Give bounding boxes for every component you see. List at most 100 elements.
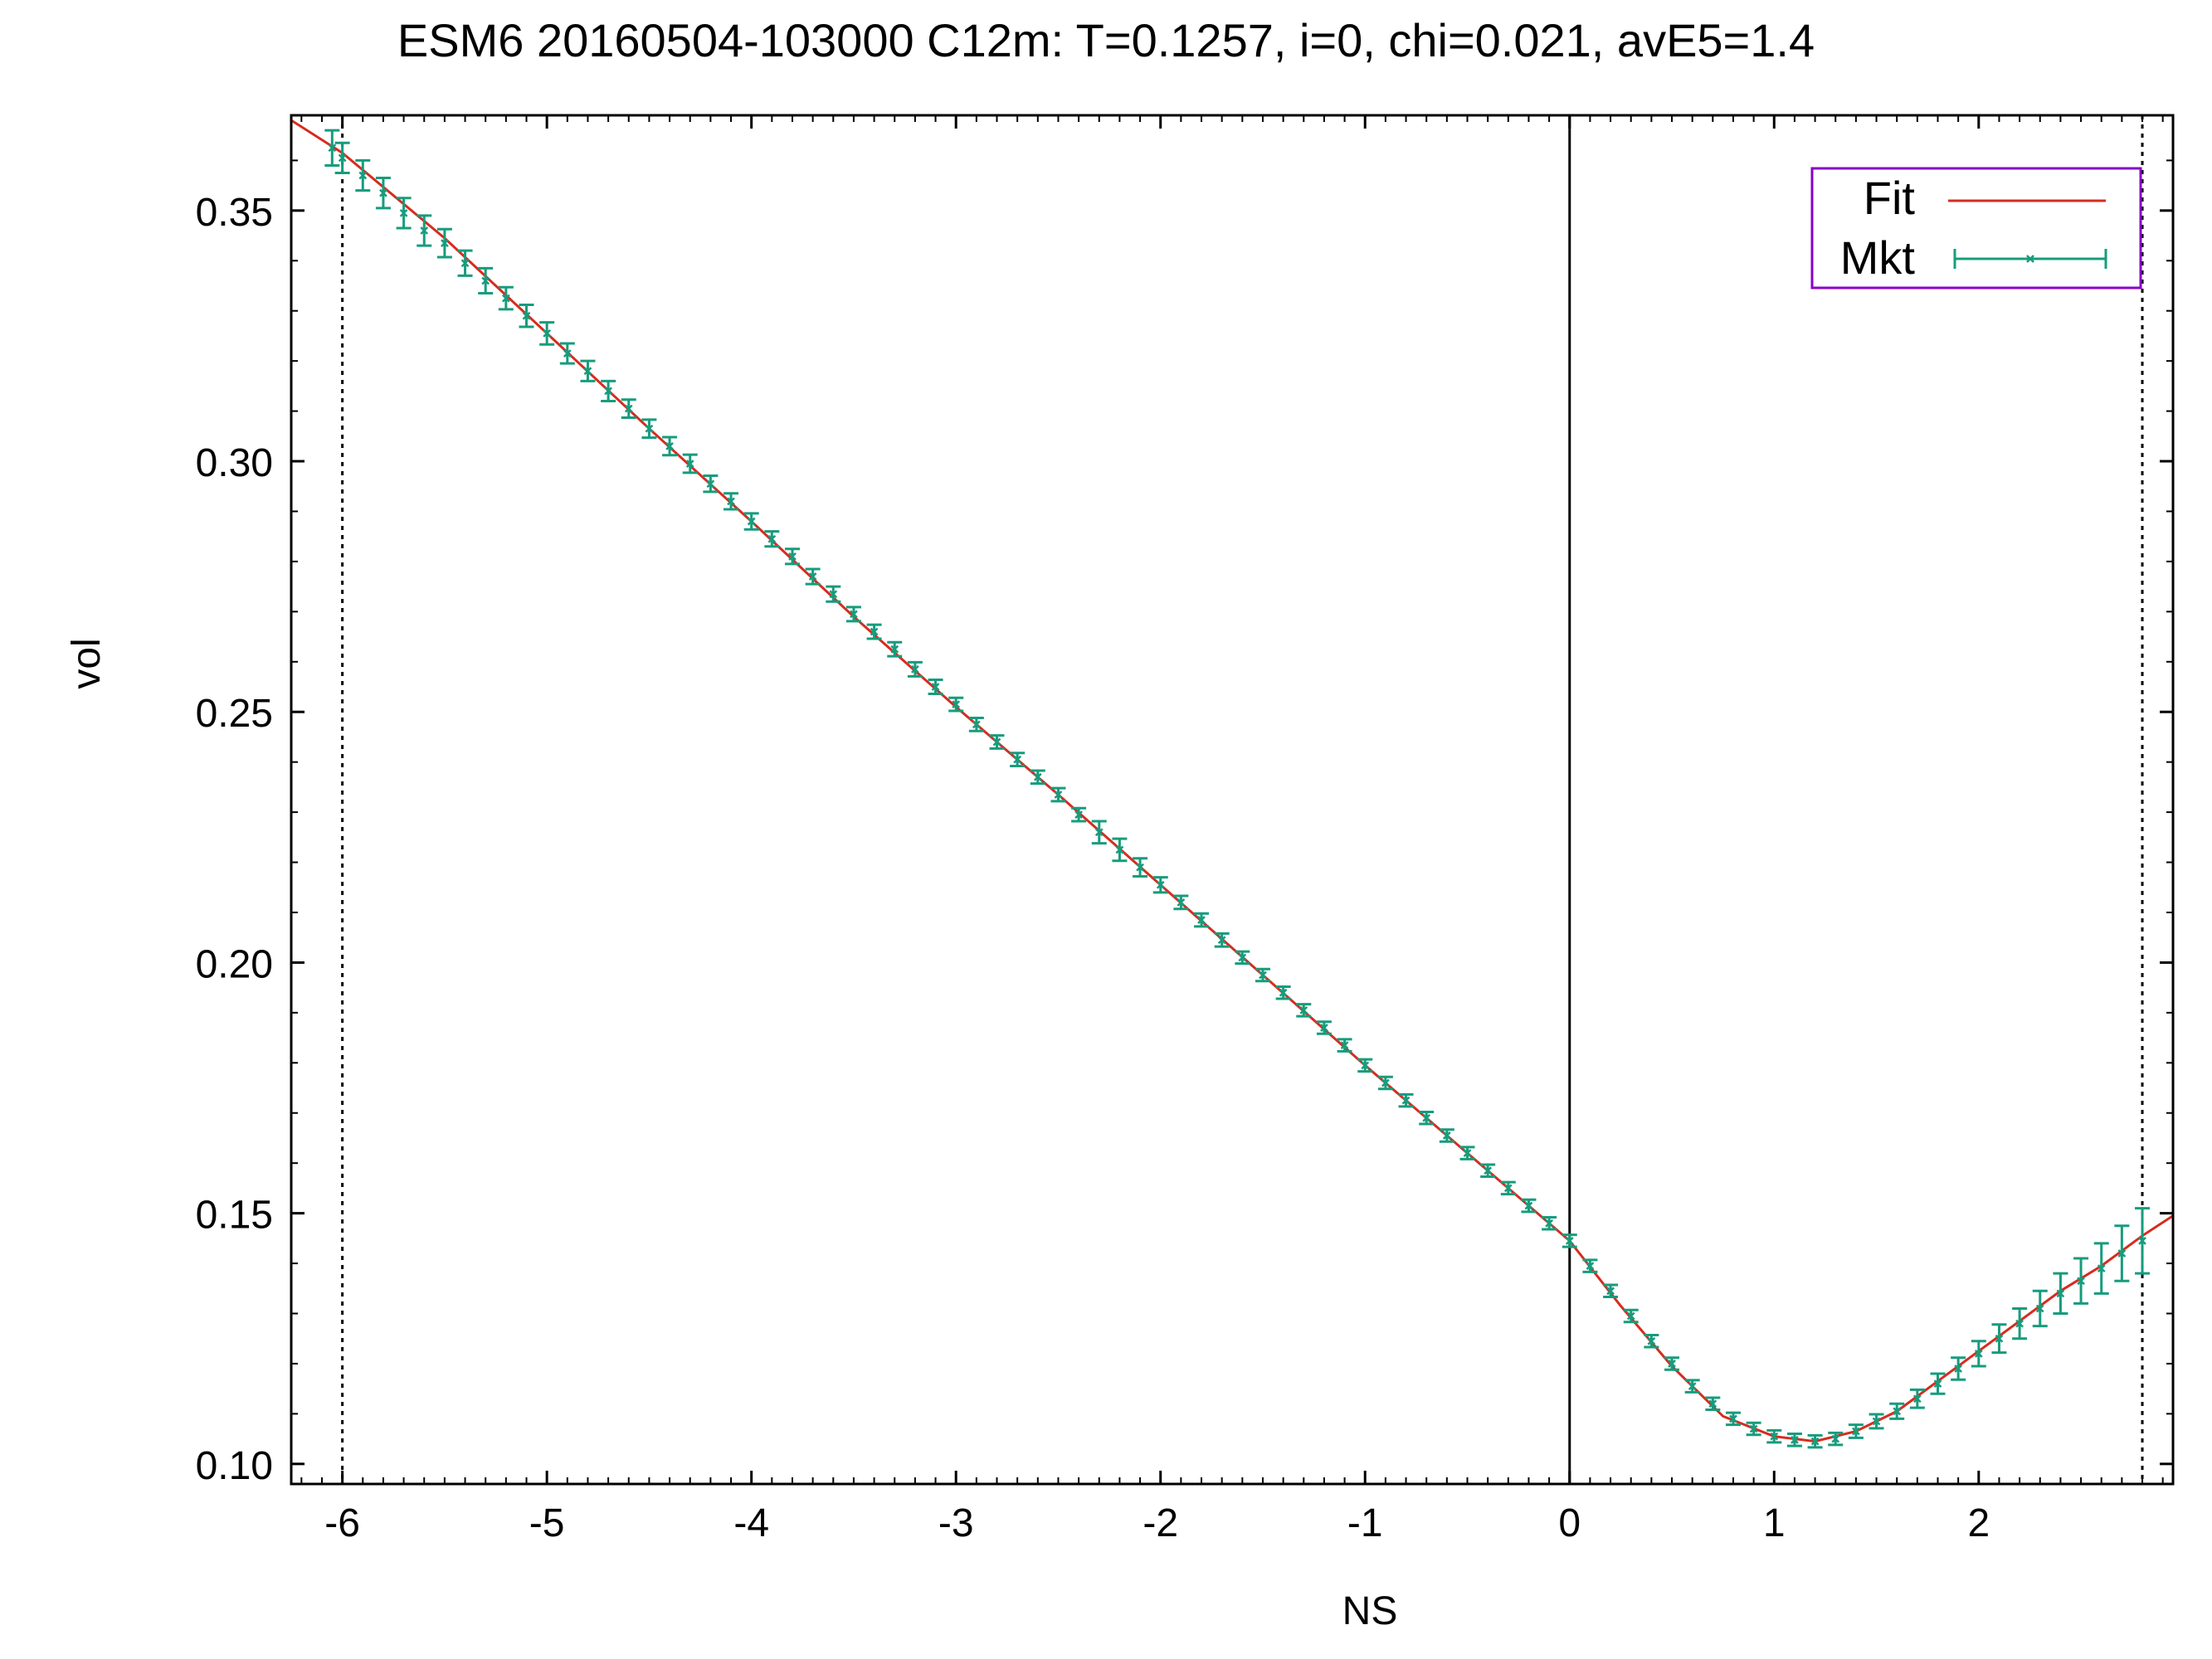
marker bbox=[1013, 755, 1022, 764]
mkt-point bbox=[764, 530, 780, 548]
marker bbox=[379, 188, 387, 197]
marker bbox=[829, 590, 838, 599]
mkt-point bbox=[621, 398, 636, 419]
axis-ticks: 0.10 0.15 0.20 0.25 0.30 0.35 -6 -5 -4 -3 -2 -1 0 1 2 bbox=[196, 115, 2173, 1545]
mkt-point bbox=[2032, 1289, 2048, 1328]
marker bbox=[1852, 1427, 1860, 1436]
mkt-point bbox=[1459, 1146, 1475, 1160]
marker bbox=[1401, 1096, 1411, 1105]
marker bbox=[1545, 1219, 1553, 1228]
marker bbox=[1033, 772, 1042, 781]
mkt-point bbox=[1542, 1215, 1557, 1231]
y-tick-label: 0.10 bbox=[196, 1444, 273, 1488]
mkt-point bbox=[457, 249, 473, 277]
marker bbox=[2035, 1304, 2044, 1313]
marker bbox=[1422, 1113, 1431, 1122]
plot-frame bbox=[290, 114, 2175, 1486]
mkt-point bbox=[1664, 1356, 1680, 1371]
marker bbox=[1074, 810, 1083, 820]
marker bbox=[1933, 1379, 1942, 1389]
mkt-point bbox=[1173, 894, 1189, 911]
reference-lines bbox=[341, 115, 2144, 1484]
mkt-point bbox=[355, 158, 371, 192]
marker bbox=[1770, 1432, 1779, 1441]
mkt-point bbox=[784, 547, 800, 566]
marker bbox=[1381, 1078, 1390, 1087]
mkt-point bbox=[1930, 1372, 1946, 1395]
marker bbox=[2138, 1236, 2146, 1245]
marker bbox=[481, 276, 490, 285]
mkt-point bbox=[1255, 967, 1270, 983]
marker bbox=[850, 610, 858, 619]
mkt-point bbox=[1133, 857, 1148, 878]
mkt-point bbox=[1562, 1233, 1577, 1248]
mkt-point bbox=[948, 696, 964, 713]
x-tick-label: 2 bbox=[1967, 1501, 1990, 1545]
mkt-point bbox=[396, 197, 412, 230]
mkt-point bbox=[1500, 1180, 1516, 1196]
mkt-point bbox=[498, 285, 514, 311]
marker bbox=[706, 479, 715, 489]
marker bbox=[1484, 1166, 1493, 1175]
x-tick-label: -6 bbox=[324, 1501, 360, 1545]
marker bbox=[1320, 1024, 1328, 1032]
mkt-point bbox=[1869, 1413, 1884, 1430]
marker bbox=[1565, 1236, 1574, 1245]
mkt-point bbox=[2073, 1257, 2089, 1305]
marker bbox=[1791, 1435, 1799, 1444]
mkt-point bbox=[559, 342, 575, 365]
marker bbox=[2097, 1264, 2106, 1272]
mkt-point bbox=[1582, 1258, 1598, 1273]
marker bbox=[328, 144, 337, 153]
mkt-point bbox=[805, 567, 821, 586]
marker bbox=[1912, 1394, 1922, 1404]
marker bbox=[1299, 1005, 1308, 1014]
mkt-point bbox=[1909, 1388, 1925, 1409]
mkt-point bbox=[1971, 1340, 1986, 1368]
marker bbox=[624, 404, 633, 413]
mkt-point bbox=[1152, 876, 1168, 894]
mkt-point bbox=[1951, 1356, 1966, 1381]
mkt-point bbox=[743, 512, 759, 531]
mkt-point bbox=[1214, 932, 1230, 948]
mkt-point bbox=[1828, 1431, 1844, 1447]
mkt-point bbox=[478, 266, 494, 295]
marker bbox=[1340, 1041, 1349, 1050]
mkt-point bbox=[1275, 985, 1291, 1000]
marker bbox=[358, 171, 368, 180]
mkt-point bbox=[1705, 1396, 1721, 1412]
marker bbox=[952, 700, 961, 709]
marker bbox=[1197, 916, 1206, 924]
marker bbox=[2056, 1289, 2065, 1298]
marker bbox=[1503, 1184, 1513, 1193]
marker bbox=[441, 239, 449, 248]
marker bbox=[460, 259, 470, 268]
mkt-point bbox=[1357, 1058, 1373, 1073]
mkt-point bbox=[436, 227, 452, 259]
mkt-point bbox=[1377, 1075, 1393, 1091]
marker bbox=[1688, 1382, 1697, 1391]
mkt-point bbox=[375, 177, 391, 210]
mkt-point bbox=[1746, 1421, 1761, 1437]
legend-label-fit: Fit bbox=[1864, 172, 1916, 224]
mkt-point bbox=[1030, 769, 1045, 786]
marker bbox=[1238, 953, 1247, 962]
mkt-point bbox=[1480, 1163, 1496, 1179]
mkt-point bbox=[2012, 1306, 2028, 1340]
mkt-point bbox=[826, 585, 841, 603]
mkt-point bbox=[928, 679, 943, 695]
y-tick-label: 0.20 bbox=[196, 942, 273, 986]
mkt-point bbox=[1050, 786, 1066, 803]
mkt-point bbox=[1889, 1402, 1905, 1420]
marker bbox=[338, 153, 347, 163]
mkt-point bbox=[1725, 1411, 1741, 1427]
marker bbox=[1136, 863, 1144, 872]
mkt-point bbox=[866, 623, 882, 640]
marker bbox=[1872, 1417, 1881, 1426]
fit-series bbox=[290, 119, 2174, 1443]
marker bbox=[543, 329, 552, 338]
x-tick-label: -5 bbox=[529, 1501, 565, 1545]
mkt-point bbox=[724, 492, 739, 511]
mkt-point bbox=[1235, 950, 1250, 966]
marker bbox=[808, 572, 817, 581]
